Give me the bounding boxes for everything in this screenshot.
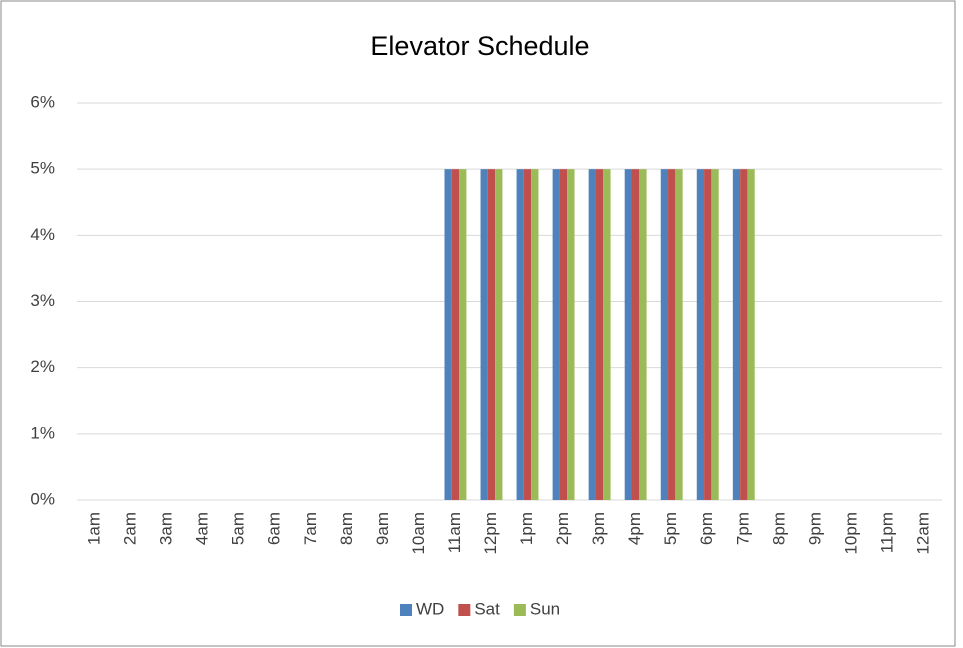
- x-tick-label: 9pm: [805, 512, 824, 545]
- bar: [704, 169, 712, 500]
- x-tick-label: 4pm: [625, 512, 644, 545]
- bar: [516, 169, 524, 500]
- bar: [487, 169, 496, 500]
- x-tick-label: 5am: [229, 512, 248, 545]
- bar: [444, 169, 452, 500]
- bar: [668, 169, 676, 500]
- bar: [459, 169, 467, 500]
- y-tick-label: 4%: [30, 225, 55, 244]
- x-tick-label: 3am: [157, 512, 176, 545]
- bar: [451, 169, 460, 500]
- bar: [696, 169, 705, 500]
- bar: [588, 169, 596, 500]
- y-tick-label: 6%: [30, 92, 55, 111]
- x-tick-label: 11pm: [877, 512, 896, 553]
- y-tick-label: 3%: [30, 291, 55, 310]
- y-tick-label: 5%: [30, 159, 55, 178]
- bar: [495, 169, 503, 500]
- x-tick-label: 1pm: [517, 512, 536, 545]
- legend-label: Sat: [474, 599, 500, 618]
- bar: [603, 169, 611, 500]
- x-tick-label: 12pm: [481, 512, 500, 555]
- bar: [624, 169, 632, 500]
- legend-label: WD: [416, 599, 444, 618]
- bar: [675, 169, 683, 500]
- x-tick-label: 10pm: [841, 512, 860, 555]
- legend-swatch: [400, 604, 412, 616]
- bar: [747, 169, 755, 500]
- x-tick-label: 9am: [373, 512, 392, 545]
- x-tick-label: 5pm: [661, 512, 680, 545]
- bar: [567, 169, 575, 500]
- x-tick-label: 8am: [337, 512, 356, 545]
- x-tick-label: 10am: [409, 512, 428, 555]
- legend-label: Sun: [530, 599, 560, 618]
- x-tick-label: 8pm: [769, 512, 788, 545]
- bar: [523, 169, 532, 500]
- x-tick-label: 4am: [193, 512, 212, 545]
- bar: [732, 169, 741, 500]
- bar: [740, 169, 748, 500]
- bar: [595, 169, 604, 500]
- x-tick-label: 7am: [301, 512, 320, 545]
- y-tick-label: 2%: [30, 357, 55, 376]
- x-tick-label: 3pm: [589, 512, 608, 545]
- x-tick-label: 7pm: [733, 512, 752, 545]
- x-tick-label: 6pm: [697, 512, 716, 545]
- bar: [480, 169, 488, 500]
- bar: [559, 169, 568, 500]
- bar: [660, 169, 669, 500]
- x-tick-label: 1am: [85, 512, 104, 545]
- bar: [631, 169, 640, 500]
- y-tick-label: 0%: [30, 489, 55, 508]
- bar: [531, 169, 539, 500]
- legend-swatch: [513, 604, 526, 616]
- bar: [639, 169, 647, 500]
- x-tick-label: 2am: [121, 512, 140, 545]
- legend-swatch: [458, 604, 471, 616]
- x-tick-label: 2pm: [553, 512, 572, 545]
- chart-title: Elevator Schedule: [370, 31, 589, 61]
- x-tick-label: 11am: [445, 512, 464, 553]
- x-tick-label: 12am: [913, 512, 932, 555]
- x-tick-label: 6am: [265, 512, 284, 545]
- y-tick-label: 1%: [30, 423, 55, 442]
- bar: [552, 169, 560, 500]
- bar: [711, 169, 719, 500]
